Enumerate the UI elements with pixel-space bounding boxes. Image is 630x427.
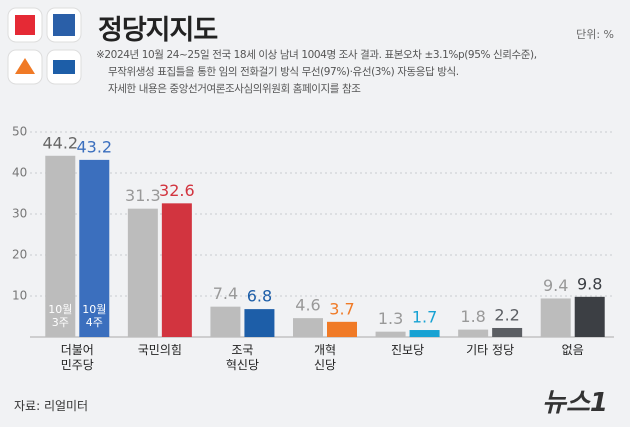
y-tick-label: 10	[12, 289, 27, 303]
unit: 단위: %	[576, 28, 614, 41]
note: 자세한 내용은 중앙선거여론조사심의위원회 홈페이지를 참조	[108, 83, 361, 95]
value-label: 9.8	[577, 274, 602, 293]
value-label: 1.3	[378, 309, 403, 328]
y-tick-label: 50	[12, 125, 27, 139]
source: 자료: 리얼미터	[14, 399, 89, 413]
value-label: 7.4	[213, 284, 238, 303]
notes: ※2024년 10월 24~25일 전국 18세 이상 남녀 1004명 조사 …	[96, 47, 537, 98]
legend-label: 10월 4주	[82, 303, 107, 329]
party-icon	[53, 14, 75, 36]
bar	[161, 203, 192, 337]
value-label: 1.7	[412, 308, 437, 327]
bar	[79, 159, 110, 337]
bar	[375, 331, 406, 337]
bar	[540, 298, 571, 337]
party-icon	[15, 58, 35, 74]
x-tick-label: 더불어 민주당	[60, 343, 94, 372]
logo: 뉴스1	[542, 388, 608, 418]
note: 무작위생성 표집틀을 통한 임의 전화걸기 방식 무선(97%)·유선(3%) …	[108, 66, 459, 78]
bar	[210, 306, 241, 337]
value-label: 9.4	[543, 276, 568, 295]
x-tick-label: 기타 정당	[466, 343, 515, 357]
value-label: 2.2	[494, 305, 519, 324]
bar	[293, 318, 323, 337]
y-tick-label: 40	[12, 166, 27, 180]
x-tick-label: 개혁 신당	[313, 343, 337, 372]
bar	[574, 296, 605, 337]
title: 정당지지도	[98, 15, 218, 46]
value-label: 31.3	[125, 186, 161, 205]
value-label: 32.6	[159, 181, 195, 200]
y-tick-label: 20	[12, 248, 27, 262]
party-icon	[53, 60, 75, 74]
value-label: 43.2	[76, 137, 112, 156]
value-label: 3.7	[329, 299, 354, 318]
bar	[45, 155, 76, 337]
bar	[458, 329, 489, 337]
bar	[492, 327, 523, 337]
x-tick-label: 조국 혁신당	[225, 343, 259, 372]
note: ※2024년 10월 24~25일 전국 18세 이상 남녀 1004명 조사 …	[96, 49, 537, 61]
value-label: 4.6	[295, 296, 320, 315]
y-tick-label: 30	[12, 207, 27, 221]
x-tick-label: 진보당	[391, 343, 425, 357]
bar	[244, 309, 275, 337]
x-tick-label: 없음	[561, 343, 584, 357]
value-label: 44.2	[42, 133, 78, 152]
value-label: 1.8	[460, 307, 485, 326]
bar	[127, 208, 158, 337]
x-tick-label: 국민의힘	[137, 343, 182, 357]
legend-label: 10월 3주	[48, 303, 73, 329]
bar	[409, 330, 440, 337]
party-icon	[15, 15, 35, 35]
value-label: 6.8	[247, 287, 272, 306]
bar	[327, 321, 357, 337]
